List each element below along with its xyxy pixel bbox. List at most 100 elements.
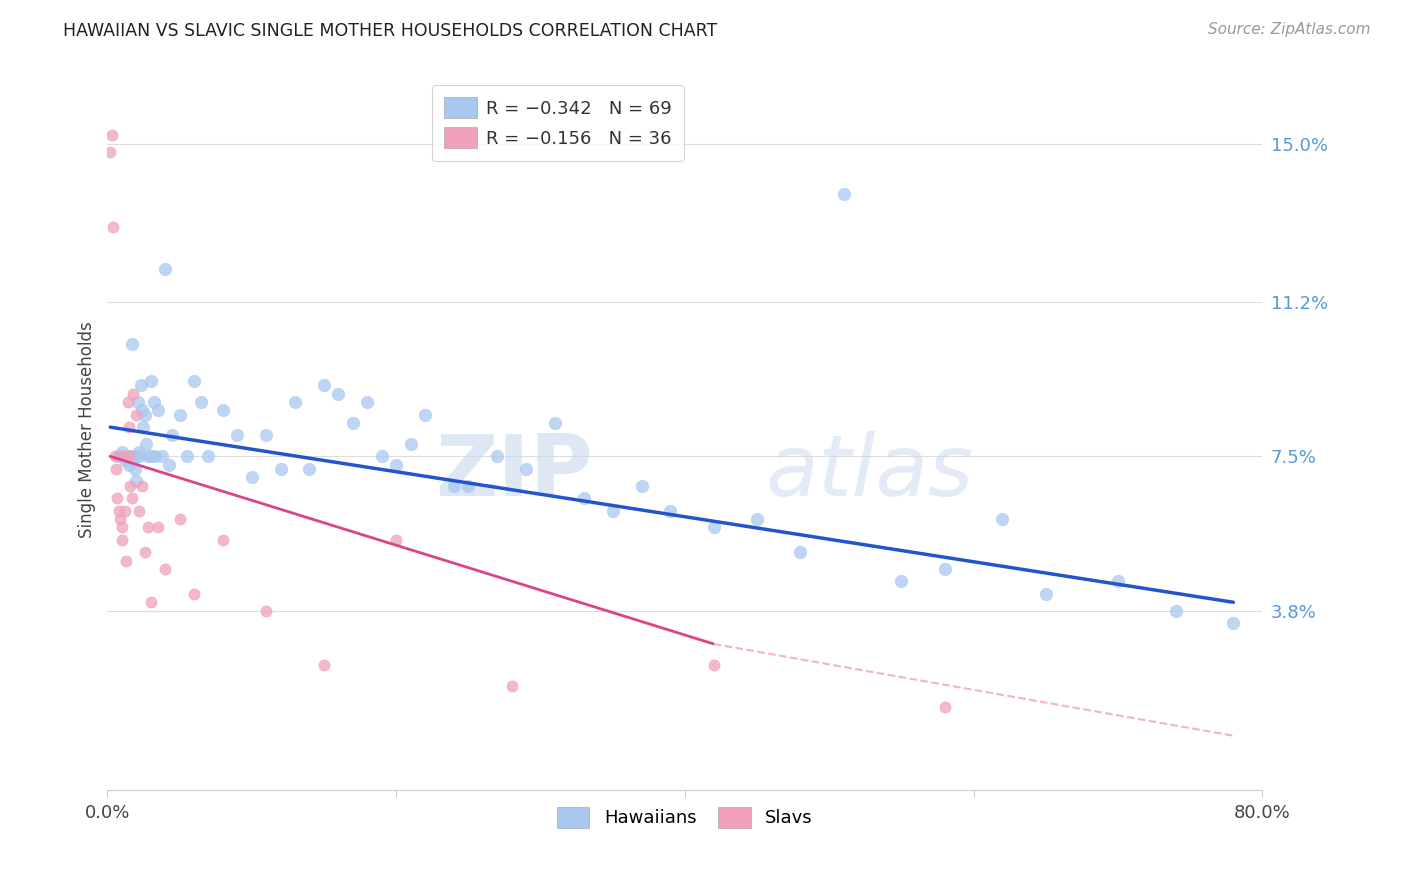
Point <box>146 520 169 534</box>
Point <box>934 699 956 714</box>
Point <box>114 503 136 517</box>
Point <box>991 512 1014 526</box>
Point <box>134 545 156 559</box>
Point <box>125 408 148 422</box>
Point <box>515 462 537 476</box>
Point <box>131 478 153 492</box>
Point <box>150 450 173 464</box>
Point <box>1222 616 1244 631</box>
Point <box>146 403 169 417</box>
Point <box>114 453 136 467</box>
Point <box>128 503 150 517</box>
Point <box>486 450 509 464</box>
Point <box>212 403 235 417</box>
Point <box>284 395 307 409</box>
Point <box>832 186 855 201</box>
Point <box>136 450 159 464</box>
Point <box>98 145 121 159</box>
Point <box>501 679 523 693</box>
Point <box>934 562 956 576</box>
Y-axis label: Single Mother Households: Single Mother Households <box>79 321 96 538</box>
Point <box>212 533 235 547</box>
Point <box>1164 604 1187 618</box>
Point <box>128 445 150 459</box>
Point <box>254 604 277 618</box>
Legend: Hawaiians, Slavs: Hawaiians, Slavs <box>550 800 820 835</box>
Point <box>159 458 181 472</box>
Point <box>122 453 145 467</box>
Point <box>544 416 567 430</box>
Text: HAWAIIAN VS SLAVIC SINGLE MOTHER HOUSEHOLDS CORRELATION CHART: HAWAIIAN VS SLAVIC SINGLE MOTHER HOUSEHO… <box>63 22 717 40</box>
Point <box>118 450 141 464</box>
Text: atlas: atlas <box>766 431 974 514</box>
Point <box>169 512 191 526</box>
Point <box>122 450 145 464</box>
Point <box>111 445 134 459</box>
Point <box>143 450 166 464</box>
Point <box>139 595 162 609</box>
Point <box>118 458 141 472</box>
Point <box>169 408 191 422</box>
Point <box>298 462 321 476</box>
Point <box>128 450 150 464</box>
Point <box>124 462 146 476</box>
Point <box>176 450 198 464</box>
Point <box>139 450 162 464</box>
Point <box>129 378 152 392</box>
Point <box>630 478 652 492</box>
Point <box>118 450 141 464</box>
Point <box>659 503 682 517</box>
Point <box>121 336 143 351</box>
Point <box>443 478 465 492</box>
Text: ZIP: ZIP <box>434 431 592 514</box>
Text: Source: ZipAtlas.com: Source: ZipAtlas.com <box>1208 22 1371 37</box>
Point <box>370 450 392 464</box>
Point <box>122 386 145 401</box>
Point <box>153 261 176 276</box>
Point <box>1107 574 1129 589</box>
Point <box>125 475 148 489</box>
Point <box>1035 587 1057 601</box>
Point <box>703 657 725 672</box>
Point <box>183 374 205 388</box>
Point <box>121 491 143 505</box>
Point <box>127 395 149 409</box>
Point <box>270 462 292 476</box>
Point <box>328 386 350 401</box>
Point <box>342 416 364 430</box>
Point <box>226 428 249 442</box>
Point <box>190 395 212 409</box>
Point <box>115 553 138 567</box>
Point <box>111 533 134 547</box>
Point <box>254 428 277 442</box>
Point <box>312 657 335 672</box>
Point <box>385 533 408 547</box>
Point <box>385 458 408 472</box>
Point <box>104 450 127 464</box>
Point <box>240 470 263 484</box>
Point <box>153 562 176 576</box>
Point <box>110 512 132 526</box>
Point <box>101 219 124 234</box>
Point <box>602 503 624 517</box>
Point <box>139 374 162 388</box>
Point <box>572 491 595 505</box>
Point <box>108 503 131 517</box>
Point <box>197 450 219 464</box>
Point <box>107 491 129 505</box>
Point <box>118 420 141 434</box>
Point <box>890 574 912 589</box>
Point <box>399 437 422 451</box>
Point <box>108 450 131 464</box>
Point <box>111 520 134 534</box>
Point <box>162 428 184 442</box>
Point <box>105 462 128 476</box>
Point <box>120 478 142 492</box>
Point <box>457 478 479 492</box>
Point <box>125 450 148 464</box>
Point <box>745 512 768 526</box>
Point <box>136 520 159 534</box>
Point <box>183 587 205 601</box>
Point <box>135 437 157 451</box>
Point <box>131 403 153 417</box>
